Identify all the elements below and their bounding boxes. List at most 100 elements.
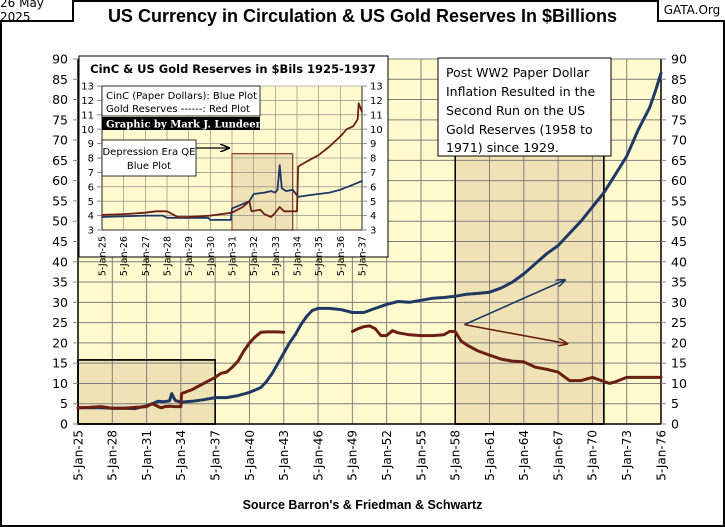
y-tick-label-left: 85 xyxy=(52,72,68,87)
y-tick-label-left: 50 xyxy=(52,214,68,229)
x-tick-label: 5-Jan-76 xyxy=(654,430,668,481)
source-label: Source Barron's & Friedman & Schwartz xyxy=(242,498,483,512)
y-tick-label-right: 80 xyxy=(671,92,687,107)
y-tick-label-right: 0 xyxy=(671,417,679,432)
x-tick-label: 5-Jan-32 xyxy=(249,236,260,276)
x-tick-label: 5-Jan-43 xyxy=(277,430,291,481)
y-tick-label-left: 15 xyxy=(52,356,68,371)
site-box: GATA.Org xyxy=(657,0,725,22)
post-ww2-note-line: Second Run on the US xyxy=(446,103,585,118)
y-tick-label-right: 75 xyxy=(671,112,687,127)
y-tick-label-left: 20 xyxy=(52,335,68,350)
x-tick-label: 5-Jan-34 xyxy=(174,430,188,481)
credit-label: Graphic by Mark J. Lundeen xyxy=(102,117,264,131)
y-tick-label-left: 7 xyxy=(88,168,94,179)
y-tick-label-right: 55 xyxy=(671,193,687,208)
y-tick-label-left: 13 xyxy=(81,82,94,93)
post-ww2-note-line: Inflation Resulted in the xyxy=(446,84,595,99)
depression-note: Depression Era QE Blue Plot xyxy=(101,139,229,177)
x-tick-label: 5-Jan-49 xyxy=(346,430,360,481)
gold-series-line xyxy=(350,324,663,385)
y-tick-label-left: 10 xyxy=(81,125,94,136)
y-tick-label-right: 35 xyxy=(671,275,687,290)
y-tick-label-left: 6 xyxy=(88,182,94,193)
x-tick-label: 5-Jan-58 xyxy=(449,430,463,481)
x-tick-label: 5-Jan-28 xyxy=(106,430,120,481)
x-tick-label: 5-Jan-61 xyxy=(483,430,497,481)
y-tick-label-left: 70 xyxy=(52,133,68,148)
y-tick-label-left: 11 xyxy=(81,110,94,121)
inset-legend-red: Gold Reserves ------: Red Plot xyxy=(106,104,250,115)
y-tick-label-left: 25 xyxy=(52,315,68,330)
y-tick-label-left: 9 xyxy=(88,139,94,150)
y-tick-label-right: 30 xyxy=(671,295,687,310)
y-tick-label-right: 60 xyxy=(671,173,687,188)
y-tick-label-right: 15 xyxy=(671,356,687,371)
post-ww2-note-line: Gold Reserves (1958 to xyxy=(446,122,593,137)
y-tick-label-right: 13 xyxy=(370,82,383,93)
y-tick-label-right: 50 xyxy=(671,214,687,229)
inset-title: CinC & US Gold Reserves in $Bils 1925-19… xyxy=(90,62,376,76)
x-tick-label: 5-Jan-31 xyxy=(227,236,238,276)
x-tick-label: 5-Jan-31 xyxy=(140,430,154,481)
inset-legend-blue: CinC (Paper Dollars): Blue Plot xyxy=(106,91,257,102)
post-ww2-note: Post WW2 Paper Dollar Inflation Resulted… xyxy=(437,57,612,157)
y-tick-label-left: 5 xyxy=(60,396,68,411)
y-tick-label-left: 65 xyxy=(52,153,68,168)
inset-legend: CinC (Paper Dollars): Blue Plot Gold Res… xyxy=(101,85,261,117)
y-tick-label-right: 40 xyxy=(671,254,687,269)
y-tick-label-left: 45 xyxy=(52,234,68,249)
y-tick-label-right: 8 xyxy=(370,154,376,165)
gold-series-line xyxy=(76,330,286,410)
x-tick-label: 5-Jan-46 xyxy=(311,430,325,481)
depression-note-line: Depression Era QE xyxy=(102,147,195,158)
x-tick-label: 5-Jan-70 xyxy=(586,430,600,481)
y-tick-label-right: 12 xyxy=(370,96,383,107)
currency-trend-arrow xyxy=(464,280,565,326)
site-label: GATA.Org xyxy=(663,3,721,17)
highlight-region xyxy=(454,151,605,425)
x-tick-label: 5-Jan-67 xyxy=(551,430,565,481)
credit-text: Graphic by Mark J. Lundeen xyxy=(106,120,264,131)
x-tick-label: 5-Jan-64 xyxy=(517,430,531,481)
x-tick-label: 5-Jan-27 xyxy=(141,236,152,276)
x-tick-label: 5-Jan-25 xyxy=(97,236,108,276)
y-tick-label-right: 65 xyxy=(671,153,687,168)
date-label: 26 May 2025 xyxy=(0,0,44,24)
y-tick-label-right: 6 xyxy=(370,182,376,193)
x-tick-label: 5-Jan-29 xyxy=(184,236,195,276)
y-tick-label-right: 70 xyxy=(671,133,687,148)
y-tick-label-right: 10 xyxy=(671,376,687,391)
y-tick-label-left: 10 xyxy=(52,376,68,391)
gold-series-line xyxy=(101,102,363,218)
x-tick-label: 5-Jan-25 xyxy=(71,430,85,481)
gold-trend-arrow xyxy=(464,323,567,344)
x-tick-label: 5-Jan-52 xyxy=(380,430,394,481)
y-tick-label-left: 5 xyxy=(88,197,94,208)
y-tick-label-left: 30 xyxy=(52,295,68,310)
y-tick-label-left: 4 xyxy=(88,211,94,222)
y-tick-label-right: 85 xyxy=(671,72,687,87)
x-tick-label: 5-Jan-40 xyxy=(243,430,257,481)
depression-note-line: Blue Plot xyxy=(127,161,171,172)
y-tick-label-right: 4 xyxy=(370,211,376,222)
x-tick-label: 5-Jan-34 xyxy=(292,236,303,276)
x-tick-label: 5-Jan-26 xyxy=(119,236,130,276)
y-tick-label-right: 45 xyxy=(671,234,687,249)
post-ww2-note-line: 1971) since 1929. xyxy=(446,140,559,155)
x-tick-label: 5-Jan-35 xyxy=(314,236,325,276)
x-tick-label: 5-Jan-33 xyxy=(271,236,282,276)
y-tick-label-left: 8 xyxy=(88,154,94,165)
x-tick-label: 5-Jan-73 xyxy=(620,430,634,481)
y-tick-label-left: 90 xyxy=(52,52,68,67)
y-tick-label-right: 11 xyxy=(370,110,383,121)
y-tick-label-right: 9 xyxy=(370,139,376,150)
y-tick-label-left: 80 xyxy=(52,92,68,107)
y-tick-label-right: 90 xyxy=(671,52,687,67)
y-tick-label-left: 40 xyxy=(52,254,68,269)
y-tick-label-left: 35 xyxy=(52,275,68,290)
y-tick-label-right: 3 xyxy=(370,226,376,237)
y-tick-label-right: 7 xyxy=(370,168,376,179)
y-tick-label-left: 0 xyxy=(60,417,68,432)
y-tick-label-left: 75 xyxy=(52,112,68,127)
